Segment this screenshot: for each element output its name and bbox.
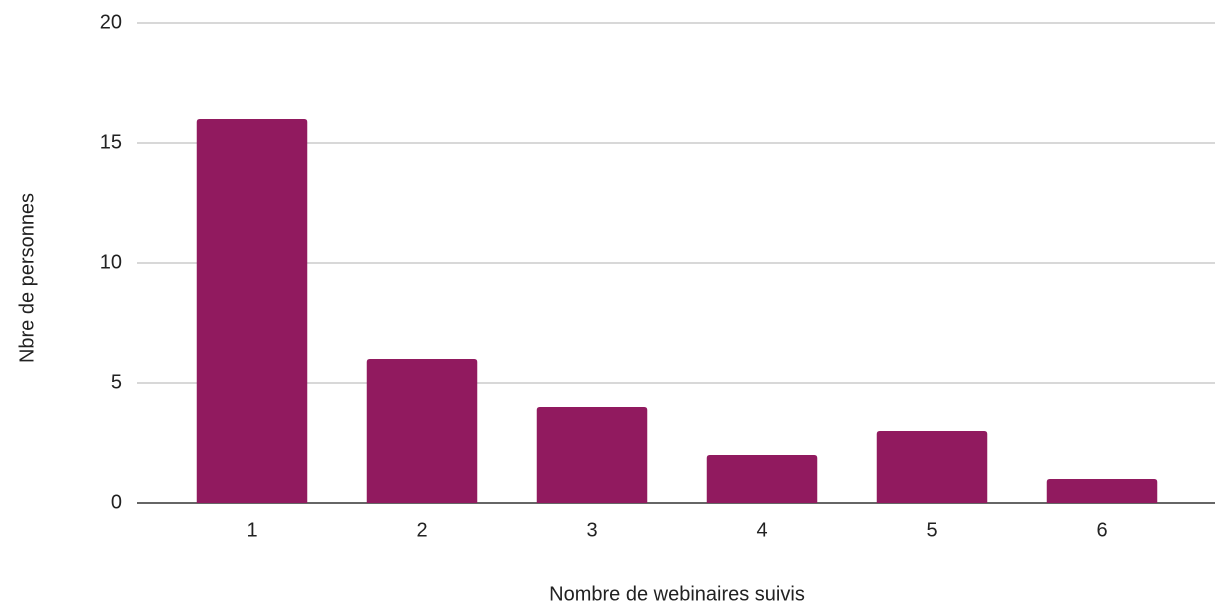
x-tick-label: 6 xyxy=(1096,519,1107,541)
y-tick-label: 10 xyxy=(100,251,122,273)
y-tick-label: 5 xyxy=(111,371,122,393)
x-tick-label: 3 xyxy=(586,519,597,541)
x-axis-label: Nombre de webinaires suivis xyxy=(549,583,805,605)
y-tick-label: 0 xyxy=(111,491,122,513)
bar xyxy=(196,119,308,503)
bar xyxy=(876,431,988,503)
y-axis-label: Nbre de personnes xyxy=(16,193,38,363)
bar xyxy=(706,455,818,503)
x-tick-label: 1 xyxy=(246,519,257,541)
x-tick-label: 2 xyxy=(416,519,427,541)
y-tick-label: 15 xyxy=(100,131,122,153)
bar xyxy=(536,407,648,503)
bar xyxy=(1046,479,1158,503)
x-tick-label: 4 xyxy=(756,519,767,541)
x-tick-label: 5 xyxy=(926,519,937,541)
bar xyxy=(366,359,478,503)
y-tick-label: 20 xyxy=(100,11,122,33)
